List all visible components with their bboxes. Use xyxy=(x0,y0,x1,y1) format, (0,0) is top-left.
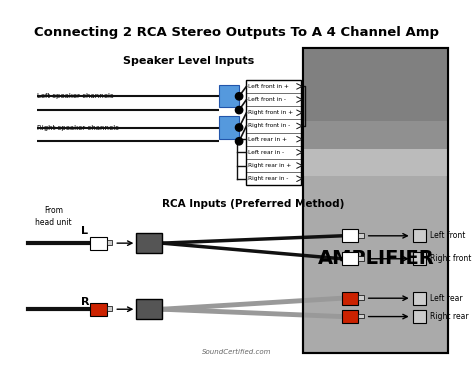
Bar xyxy=(137,299,162,319)
Bar xyxy=(413,292,426,305)
Text: Left rear: Left rear xyxy=(430,294,463,303)
Circle shape xyxy=(236,138,243,145)
Bar xyxy=(91,237,107,249)
Text: Right rear in -: Right rear in - xyxy=(248,176,289,181)
Text: Right front in +: Right front in + xyxy=(248,110,293,115)
Circle shape xyxy=(236,106,243,114)
Bar xyxy=(246,80,301,185)
Bar xyxy=(358,256,364,260)
Text: Connecting 2 RCA Stereo Outputs To A 4 Channel Amp: Connecting 2 RCA Stereo Outputs To A 4 C… xyxy=(34,26,439,39)
Bar xyxy=(303,48,448,353)
Circle shape xyxy=(236,93,243,100)
Bar xyxy=(413,253,426,265)
Bar xyxy=(303,149,448,176)
Bar xyxy=(342,292,358,305)
Bar xyxy=(358,296,364,300)
Circle shape xyxy=(236,124,243,131)
Text: Right front in -: Right front in - xyxy=(248,124,291,129)
Bar xyxy=(91,303,107,316)
Text: Speaker Level Inputs: Speaker Level Inputs xyxy=(123,56,254,67)
Bar xyxy=(342,229,358,242)
Bar xyxy=(137,233,162,253)
Text: Left front in +: Left front in + xyxy=(248,84,289,89)
Text: Left rear in -: Left rear in - xyxy=(248,150,284,155)
Text: Right speaker channels: Right speaker channels xyxy=(37,124,119,130)
Text: From
head unit: From head unit xyxy=(36,206,72,226)
Text: AMPLIFIER: AMPLIFIER xyxy=(318,249,434,268)
Bar xyxy=(107,307,112,311)
Text: R: R xyxy=(81,297,89,307)
Bar xyxy=(358,233,364,238)
Text: Right rear: Right rear xyxy=(430,312,469,321)
Bar xyxy=(413,310,426,323)
Bar xyxy=(358,314,364,318)
Bar xyxy=(303,48,448,121)
Text: Left front: Left front xyxy=(430,231,465,240)
Bar xyxy=(342,253,358,265)
Text: Left front in -: Left front in - xyxy=(248,97,286,102)
Text: Right rear in +: Right rear in + xyxy=(248,163,292,168)
Bar xyxy=(219,85,239,107)
Text: L: L xyxy=(82,226,89,236)
Bar xyxy=(413,229,426,242)
Text: RCA Inputs (Preferred Method): RCA Inputs (Preferred Method) xyxy=(162,199,344,209)
Text: SoundCertified.com: SoundCertified.com xyxy=(201,349,271,355)
Text: Left rear in +: Left rear in + xyxy=(248,137,287,142)
Bar xyxy=(219,116,239,138)
Bar xyxy=(342,310,358,323)
Text: Left speaker channels: Left speaker channels xyxy=(37,93,114,99)
Bar xyxy=(107,240,112,245)
Bar xyxy=(303,121,448,149)
Bar xyxy=(303,48,448,353)
Text: Right front: Right front xyxy=(430,254,471,263)
